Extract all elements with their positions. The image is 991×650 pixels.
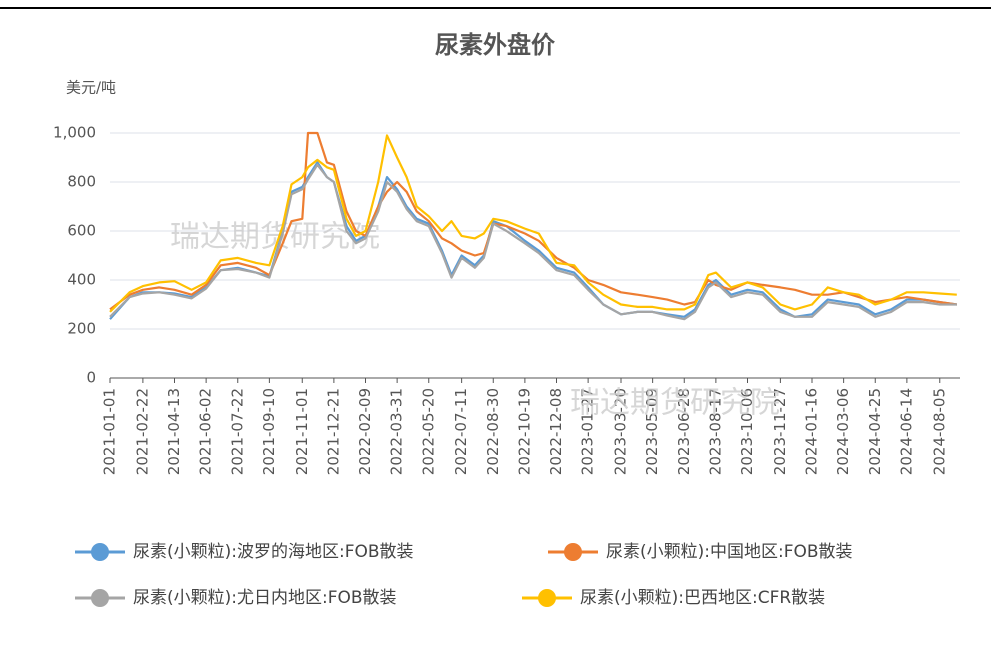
y-tick-label: 200 bbox=[67, 320, 96, 338]
series-line bbox=[109, 163, 957, 321]
x-tick-label: 2021-02-22 bbox=[133, 388, 151, 475]
legend-marker bbox=[91, 589, 109, 607]
x-tick-label: 2021-01-01 bbox=[101, 388, 119, 475]
x-tick-label: 2023-01-27 bbox=[579, 388, 597, 475]
x-tick-label: 2022-02-09 bbox=[356, 388, 374, 475]
x-tick-label: 2024-08-05 bbox=[930, 388, 948, 475]
x-tick-label: 2022-03-31 bbox=[388, 388, 406, 475]
x-tick-label: 2023-03-20 bbox=[612, 388, 630, 475]
x-tick-label: 2022-08-30 bbox=[484, 388, 502, 475]
x-tick-label: 2022-07-11 bbox=[452, 388, 470, 475]
legend-item: 尿素(小颗粒):巴西地区:CFR散装 bbox=[522, 588, 825, 608]
x-tick-label: 2024-03-06 bbox=[834, 388, 852, 475]
x-tick-label: 2023-08-17 bbox=[706, 388, 724, 475]
legend-marker bbox=[91, 543, 109, 561]
legend-marker bbox=[564, 543, 582, 561]
x-tick-label: 2021-11-01 bbox=[293, 388, 311, 475]
x-tick-label: 2024-06-14 bbox=[897, 388, 915, 475]
legend-label: 尿素(小颗粒):中国地区:FOB散装 bbox=[606, 542, 853, 562]
legend-label: 尿素(小颗粒):尤日内地区:FOB散装 bbox=[133, 588, 397, 608]
x-tick-label: 2024-01-16 bbox=[803, 388, 821, 475]
x-tick-label: 2021-06-02 bbox=[197, 388, 215, 475]
x-tick-label: 2024-04-25 bbox=[866, 388, 884, 475]
y-tick-label: 1,000 bbox=[53, 124, 96, 142]
x-tick-label: 2021-04-13 bbox=[165, 388, 183, 475]
watermark: 瑞达期货研究院 bbox=[570, 386, 780, 421]
legend-item: 尿素(小颗粒):中国地区:FOB散装 bbox=[548, 542, 853, 562]
y-tick-label: 0 bbox=[86, 369, 96, 387]
x-tick-label: 2021-07-22 bbox=[228, 388, 246, 475]
chart-title: 尿素外盘价 bbox=[435, 31, 556, 59]
y-tick-label: 400 bbox=[67, 271, 96, 289]
x-tick-label: 2021-09-10 bbox=[260, 388, 278, 475]
legend-item: 尿素(小颗粒):波罗的海地区:FOB散装 bbox=[75, 542, 414, 562]
y-tick-label: 600 bbox=[67, 222, 96, 240]
x-tick-label: 2021-12-21 bbox=[324, 388, 342, 475]
x-tick-label: 2023-06-28 bbox=[675, 388, 693, 475]
y-axis-label: 美元/吨 bbox=[66, 79, 116, 97]
x-tick-label: 2022-12-08 bbox=[547, 388, 565, 475]
x-tick-label: 2022-10-19 bbox=[515, 388, 533, 475]
x-tick-label: 2023-11-27 bbox=[771, 388, 789, 475]
x-tick-label: 2023-05-09 bbox=[643, 388, 661, 475]
legend-marker bbox=[538, 589, 556, 607]
y-tick-label: 800 bbox=[67, 173, 96, 191]
series-line bbox=[109, 134, 957, 313]
x-tick-label: 2022-05-20 bbox=[419, 388, 437, 475]
legend-label: 尿素(小颗粒):巴西地区:CFR散装 bbox=[580, 588, 825, 608]
legend-label: 尿素(小颗粒):波罗的海地区:FOB散装 bbox=[133, 542, 414, 562]
x-tick-label: 2023-10-06 bbox=[738, 388, 756, 475]
legend-item: 尿素(小颗粒):尤日内地区:FOB散装 bbox=[75, 588, 397, 608]
